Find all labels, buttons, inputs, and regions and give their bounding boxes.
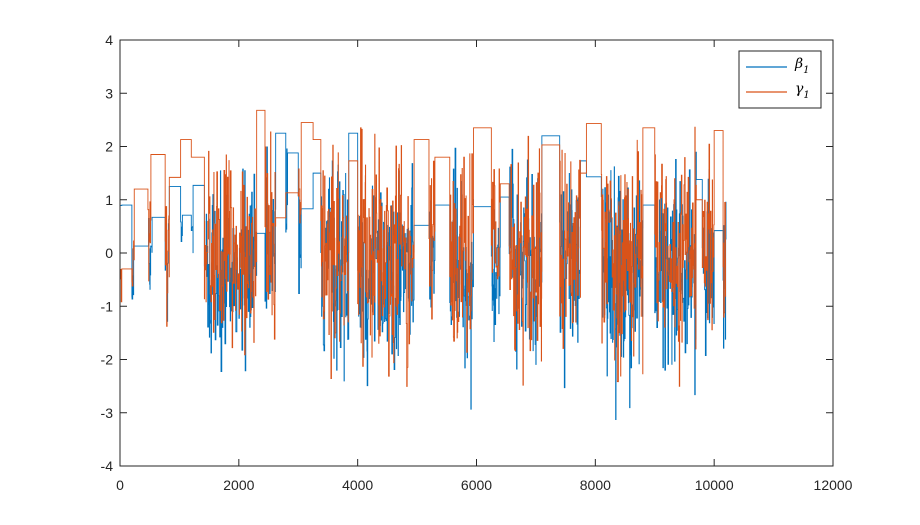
y-tick-label: -3 bbox=[101, 405, 114, 421]
x-tick-label: 8000 bbox=[580, 477, 611, 493]
y-axis: -4 -3 -2 -1 0 1 2 3 4 bbox=[101, 32, 833, 474]
legend-box bbox=[738, 50, 822, 109]
x-tick-label: 10000 bbox=[695, 477, 734, 493]
legend-subscript: 1 bbox=[803, 65, 809, 76]
legend-subscript: 1 bbox=[803, 90, 809, 101]
x-tick-label: 4000 bbox=[342, 477, 373, 493]
legend-symbol: γ bbox=[795, 81, 804, 97]
legend-label: γ1 bbox=[795, 81, 810, 101]
y-tick-label: 4 bbox=[105, 32, 113, 48]
x-tick-label: 12000 bbox=[814, 477, 853, 493]
y-tick-label: 0 bbox=[105, 245, 113, 261]
legend-symbol: β bbox=[794, 56, 803, 72]
series-layer bbox=[120, 109, 727, 421]
x-tick-label: 6000 bbox=[461, 477, 492, 493]
y-tick-label: 1 bbox=[105, 192, 113, 208]
x-tick-label: 2000 bbox=[223, 477, 254, 493]
series-line-gamma-1 bbox=[120, 109, 727, 387]
x-tick-label: 0 bbox=[116, 477, 124, 493]
y-tick-label: 3 bbox=[105, 85, 113, 101]
x-axis: 0 2000 4000 6000 8000 10000 12000 bbox=[116, 40, 853, 493]
y-tick-label: -1 bbox=[101, 298, 114, 314]
y-tick-label: 2 bbox=[105, 139, 113, 155]
y-tick-label: -2 bbox=[101, 352, 114, 368]
legend-label: β1 bbox=[794, 56, 809, 76]
y-tick-label: -4 bbox=[101, 458, 114, 474]
